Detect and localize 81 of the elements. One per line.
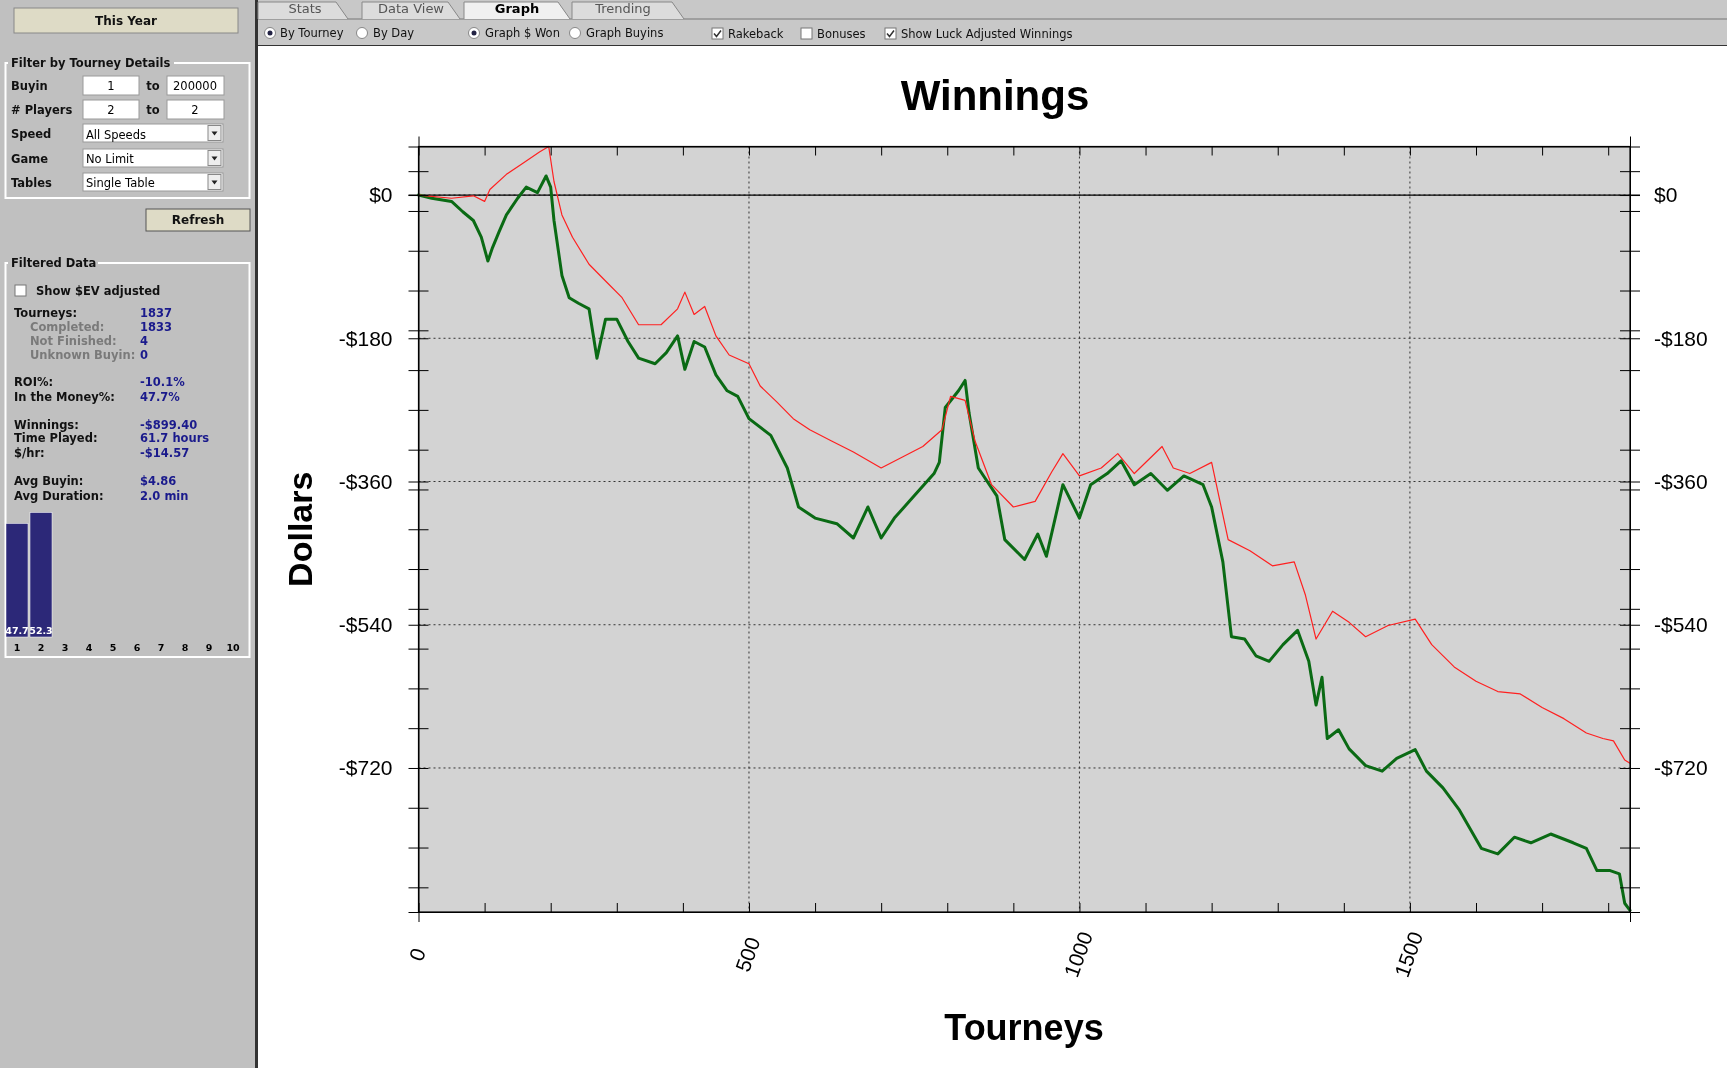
text: Graph Buyins bbox=[586, 26, 664, 40]
x-tick-label: 1500 bbox=[1389, 928, 1428, 981]
y-tick-label: $0 bbox=[369, 183, 393, 207]
text: Single Table bbox=[86, 176, 155, 190]
text: Graph bbox=[494, 1, 540, 16]
text: Not Finished: bbox=[30, 334, 117, 348]
text: All Speeds bbox=[86, 128, 146, 142]
y-axis-title: Dollars bbox=[281, 471, 319, 587]
text: 0 bbox=[140, 348, 149, 362]
x-tick-label: 5 bbox=[109, 642, 117, 653]
text: Data View bbox=[377, 1, 445, 16]
text: By Tourney bbox=[280, 26, 344, 40]
text: Unknown Buyin: bbox=[30, 348, 136, 362]
text: Avg Buyin: bbox=[14, 474, 84, 488]
x-tick-label: 7 bbox=[157, 642, 165, 653]
text: to bbox=[146, 79, 160, 93]
text: Completed: bbox=[30, 320, 105, 334]
y-tick-label: -$720 bbox=[338, 756, 393, 780]
text: This Year bbox=[95, 14, 158, 28]
y-tick-label: -$540 bbox=[338, 612, 393, 636]
text: Avg Duration: bbox=[14, 489, 104, 503]
text: -$899.40 bbox=[140, 418, 198, 432]
text: $4.86 bbox=[140, 474, 177, 488]
text: Graph $ Won bbox=[485, 26, 560, 40]
x-tick-label: 3 bbox=[61, 642, 69, 653]
text: 2.0 min bbox=[140, 489, 189, 503]
text: Show $EV adjusted bbox=[36, 284, 161, 298]
text: Refresh bbox=[171, 213, 225, 227]
text: 4 bbox=[140, 334, 149, 348]
data-label: 47.7 bbox=[5, 625, 29, 636]
text: ROI%: bbox=[14, 375, 54, 389]
x-tick-label: 4 bbox=[85, 642, 93, 653]
text: $/hr: bbox=[14, 446, 45, 460]
text: # Players bbox=[11, 103, 73, 117]
x-tick-label: 10 bbox=[226, 642, 240, 653]
text: -$14.57 bbox=[140, 446, 190, 460]
text: No Limit bbox=[86, 152, 135, 166]
text: to bbox=[146, 103, 160, 117]
text: 1837 bbox=[140, 306, 173, 320]
chart-title: Winnings bbox=[900, 72, 1090, 119]
text: Time Played: bbox=[14, 431, 98, 445]
text: Speed bbox=[11, 127, 52, 141]
text: By Day bbox=[373, 26, 415, 40]
text: Rakeback bbox=[728, 27, 784, 41]
x-tick-label: 0 bbox=[404, 944, 430, 964]
x-tick-label: 500 bbox=[730, 933, 765, 975]
x-axis-title: Tourneys bbox=[944, 1007, 1104, 1048]
text: -10.1% bbox=[140, 375, 186, 389]
x-tick-label: 1 bbox=[13, 642, 21, 653]
text: In the Money%: bbox=[14, 390, 115, 404]
text: Tourneys: bbox=[14, 306, 78, 320]
data-label: 52.3 bbox=[29, 625, 53, 636]
text: 200000 bbox=[173, 79, 217, 93]
text: 1 bbox=[107, 79, 115, 93]
x-tick-label: 2 bbox=[37, 642, 45, 653]
y-tick-label: -$180 bbox=[338, 326, 393, 350]
text: Show Luck Adjusted Winnings bbox=[901, 27, 1073, 41]
text: Buyin bbox=[11, 79, 48, 93]
text: Stats bbox=[288, 1, 322, 16]
y2-tick-label: $0 bbox=[1654, 183, 1678, 207]
text: Filter by Tourney Details bbox=[11, 56, 171, 70]
x-tick-label: 9 bbox=[205, 642, 213, 653]
text: Bonuses bbox=[817, 27, 866, 41]
text: 1833 bbox=[140, 320, 173, 334]
text: Game bbox=[11, 152, 49, 166]
text: Winnings: bbox=[14, 418, 79, 432]
text: 2 bbox=[107, 103, 115, 117]
text: Tables bbox=[11, 176, 53, 190]
text: 61.7 hours bbox=[140, 431, 210, 445]
x-tick-label: 8 bbox=[181, 642, 189, 653]
x-tick-label: 1000 bbox=[1059, 928, 1097, 981]
y2-tick-label: -$720 bbox=[1654, 756, 1708, 780]
y2-tick-label: -$180 bbox=[1654, 326, 1708, 350]
text: Trending bbox=[594, 1, 651, 16]
y2-tick-label: -$360 bbox=[1654, 469, 1708, 493]
text: 2 bbox=[191, 103, 199, 117]
text: Filtered Data bbox=[11, 256, 97, 270]
x-tick-label: 6 bbox=[133, 642, 141, 653]
y-tick-label: -$360 bbox=[338, 469, 393, 493]
text: 47.7% bbox=[140, 390, 181, 404]
y2-tick-label: -$540 bbox=[1654, 612, 1708, 636]
